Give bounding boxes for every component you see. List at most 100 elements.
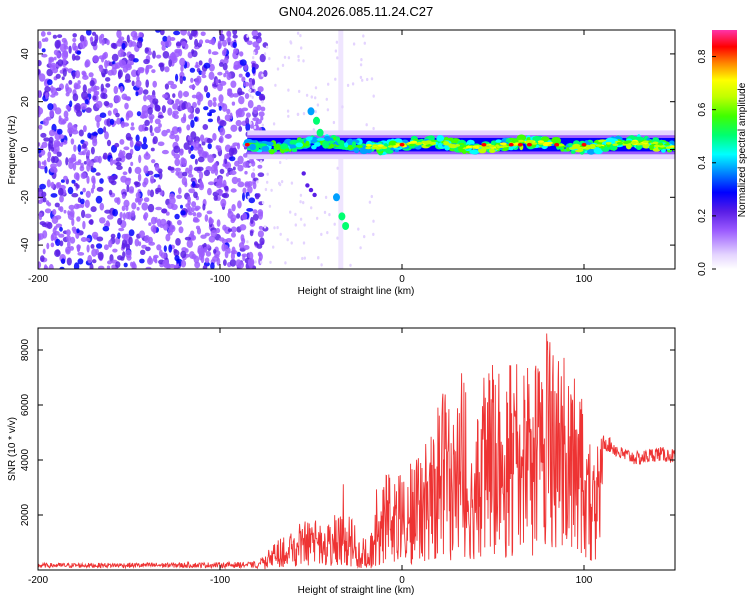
noise-speck [144,126,149,131]
faint-speck [268,57,271,61]
noise-speck [158,123,162,128]
noise-speck [181,176,188,186]
noise-speck [55,249,61,256]
noise-speck [222,192,230,199]
noise-speck [248,197,256,204]
noise-speck [236,251,241,257]
faint-speck [334,77,337,81]
noise-speck [171,126,179,135]
noise-speck [75,173,80,181]
noise-speck [237,178,241,183]
noise-speck [199,179,203,188]
noise-speck [115,112,120,118]
signal-core [454,144,461,147]
noise-speck [182,171,188,177]
noise-speck [161,105,166,114]
noise-speck [215,78,219,86]
faint-speck [359,246,362,250]
noise-speck [101,57,104,63]
noise-speck [239,59,247,66]
noise-speck [235,119,242,127]
noise-speck [187,199,191,206]
noise-speck [162,51,170,59]
noise-speck [198,60,203,66]
faint-speck [265,45,269,49]
noise-speck [244,170,248,175]
faint-speck [359,75,363,79]
noise-speck [231,204,236,212]
noise-speck [141,110,145,116]
noise-speck [99,178,104,184]
x-tick-label: 0 [399,575,405,586]
noise-speck [134,32,138,38]
noise-speck [124,102,129,110]
noise-speck [201,74,207,79]
noise-speck [238,242,245,249]
signal-blob [635,136,644,141]
noise-speck [77,258,84,265]
noise-speck [245,71,250,78]
faint-speck [359,63,363,67]
noise-speck [217,71,223,76]
noise-speck [59,266,65,269]
noise-speck [68,204,75,210]
noise-speck [65,229,71,236]
faint-speck [299,193,303,197]
noise-speck [230,124,238,132]
noise-speck [244,182,251,188]
signal-blob [495,139,502,143]
noise-speck [162,35,168,42]
noise-speck [135,192,141,199]
noise-speck [104,209,111,214]
noise-speck [44,86,51,93]
y-tick-label: 6000 [20,393,31,416]
noise-speck [175,98,180,105]
noise-speck [128,54,135,61]
noise-speck [250,172,256,179]
noise-speck [47,202,52,207]
noise-speck [202,203,206,211]
noise-speck [165,211,170,216]
faint-speck [280,180,284,184]
noise-speck [214,167,219,176]
noise-speck [66,235,71,242]
noise-speck [144,235,150,243]
noise-speck [74,70,81,79]
signal-core [616,141,623,145]
noise-speck [154,126,161,134]
noise-speck [98,35,103,44]
faint-speck [253,125,257,129]
faint-speck [316,103,320,107]
noise-speck [117,49,124,58]
noise-speck [198,39,204,45]
faint-speck [278,183,282,187]
noise-speck [84,199,90,208]
signal-core [657,142,664,146]
noise-speck [242,192,245,202]
noise-speck [217,83,223,92]
faint-speck [247,195,250,199]
noise-speck [114,142,120,148]
noise-speck [221,49,227,56]
noise-speck [130,261,133,267]
noise-speck [91,175,96,184]
noise-speck [138,32,143,38]
noise-speck [48,140,54,149]
noise-speck [56,52,61,59]
noise-speck [237,200,242,209]
noise-speck [166,35,172,43]
noise-speck [207,118,213,123]
noise-speck [115,157,122,162]
noise-speck [155,30,161,33]
noise-speck [242,187,247,194]
signal-blob [289,144,297,149]
feature-point [338,212,346,221]
noise-speck [152,50,156,59]
noise-speck [85,190,91,198]
signal-core [543,142,550,145]
noise-speck [212,101,217,108]
colorbar-gradient [712,30,737,269]
signal-core [365,146,372,150]
noise-speck [130,41,137,47]
noise-speck [255,90,262,96]
